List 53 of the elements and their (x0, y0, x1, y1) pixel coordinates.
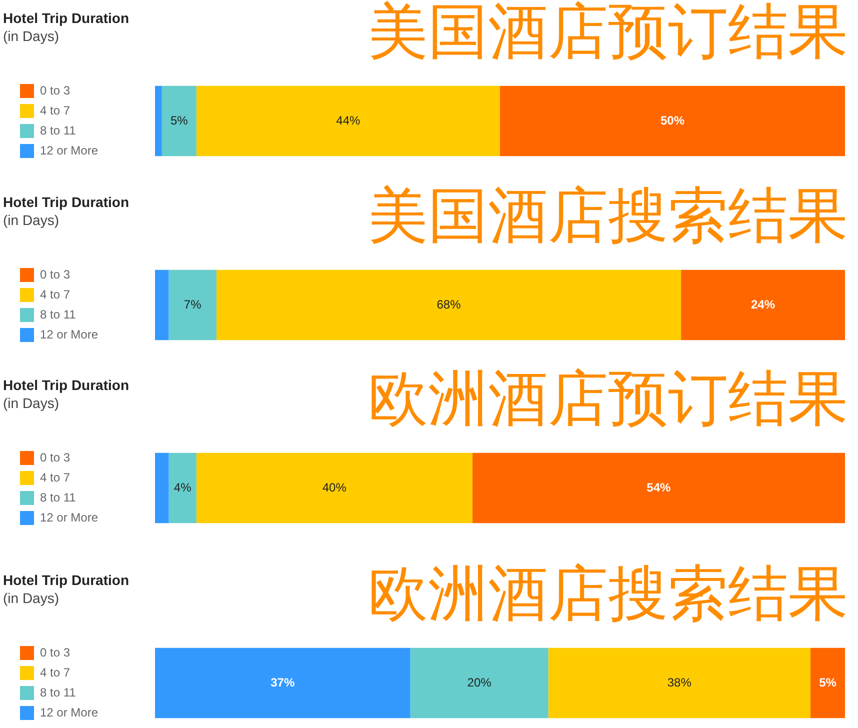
bar (548, 648, 810, 718)
data-label: 38% (667, 675, 692, 690)
chart-title: Hotel Trip Duration (in Days) (3, 194, 129, 228)
data-label: 44% (336, 113, 361, 128)
bar (168, 452, 196, 524)
text: 美国酒店预订结果 (368, 0, 848, 67)
legend-label: 8 to 11 (40, 123, 76, 138)
legend-label: 0 to 3 (40, 83, 70, 98)
text: 欧洲酒店搜索结果 (368, 559, 848, 629)
legend-label: 8 to 11 (40, 307, 76, 322)
bar (162, 86, 196, 156)
legend-label: 0 to 3 (40, 267, 70, 282)
bar (196, 452, 472, 524)
legend-label: 4 to 7 (40, 470, 70, 484)
bar (681, 270, 845, 340)
bar (500, 86, 845, 156)
bar (196, 86, 500, 156)
legend-label: 12 or More (40, 327, 98, 342)
legend-label: 12 or More (40, 705, 98, 720)
data-label: 68% (436, 297, 462, 312)
data-label: 54% (646, 480, 672, 494)
chart-title: Hotel Trip Duration (in Days) (3, 572, 129, 606)
text: 欧洲酒店预订结果 (368, 364, 848, 434)
bar (155, 452, 169, 524)
legend-label: 12 or More (40, 143, 98, 158)
data-label: 4% (174, 480, 192, 494)
data-label: 5% (170, 113, 188, 128)
legend-label: 0 to 3 (40, 450, 70, 464)
data-label: 5% (819, 675, 837, 690)
data-label: 20% (467, 675, 492, 690)
bar (155, 270, 169, 340)
chart-title: Hotel Trip Duration (in Days) (3, 10, 129, 44)
bar (155, 86, 162, 156)
data-label: 7% (184, 297, 202, 312)
bar (810, 648, 845, 718)
legend-label: 8 to 11 (40, 490, 76, 504)
legend-label: 12 or More (40, 510, 98, 524)
bar (155, 648, 410, 718)
legend-label: 4 to 7 (40, 103, 70, 118)
legend-label: 0 to 3 (40, 645, 70, 660)
bar (216, 270, 682, 340)
chart-title: Hotel Trip Duration (in Days) (3, 377, 129, 411)
text: 美国酒店搜索结果 (368, 181, 848, 251)
bar (168, 270, 216, 340)
data-label: 24% (751, 297, 776, 312)
data-label: 50% (660, 113, 685, 128)
legend-label: 4 to 7 (40, 287, 70, 302)
bar (410, 648, 548, 718)
legend-label: 8 to 11 (40, 685, 76, 700)
data-label: 37% (270, 675, 295, 690)
legend-label: 4 to 7 (40, 665, 70, 680)
data-label: 40% (322, 480, 347, 494)
bar (472, 452, 845, 524)
